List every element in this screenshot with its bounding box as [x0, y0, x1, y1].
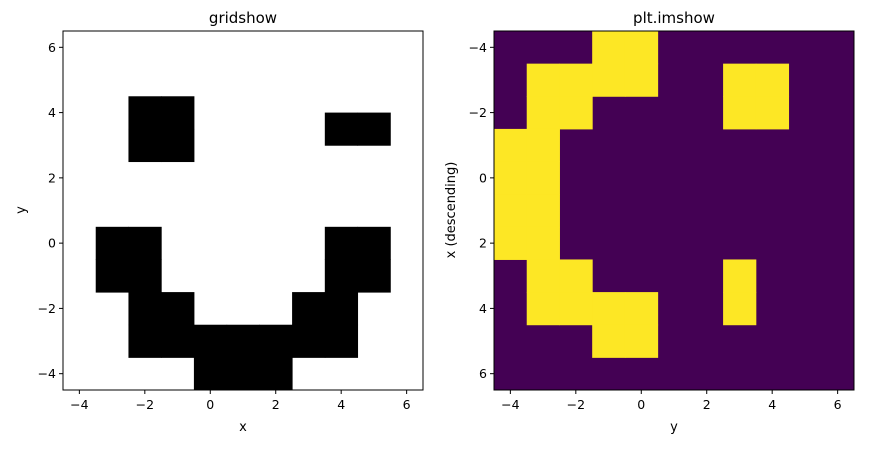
- filled-cell: [624, 292, 659, 326]
- y-tick-label: −4: [469, 40, 487, 55]
- filled-cell: [526, 63, 560, 97]
- imshow-frame: [493, 30, 855, 391]
- filled-cell: [526, 128, 560, 163]
- filled-cell: [723, 63, 757, 97]
- x-tick-label: 4: [337, 397, 345, 412]
- filled-cell: [259, 357, 293, 391]
- filled-cell: [592, 292, 626, 326]
- imshow-cells: [494, 31, 854, 390]
- filled-cell: [723, 96, 757, 130]
- filled-cell: [95, 226, 129, 260]
- imshow-x-ticks: −4 −2 0 2 4 6: [501, 390, 842, 412]
- filled-cell: [592, 324, 626, 358]
- y-tick-label: 4: [479, 301, 487, 316]
- filled-cell: [526, 259, 560, 293]
- y-tick-label: 6: [48, 40, 56, 55]
- y-tick-label: 0: [479, 170, 487, 185]
- filled-cell: [559, 259, 593, 293]
- filled-cell: [193, 324, 228, 358]
- filled-cell: [357, 259, 391, 293]
- x-tick-label: 0: [637, 397, 645, 412]
- filled-cell: [292, 324, 326, 358]
- x-tick-label: 0: [206, 397, 214, 412]
- filled-cell: [324, 112, 359, 146]
- filled-cell: [723, 259, 757, 293]
- filled-cell: [324, 292, 359, 326]
- filled-cell: [755, 63, 790, 97]
- x-tick-label: 4: [768, 397, 776, 412]
- gridshow-panel: −4 −2 0 2 4 6 −4 −2 0 2 4 6 gridshow x y: [14, 9, 424, 435]
- x-tick-label: 2: [703, 397, 711, 412]
- gridshow-title: gridshow: [209, 9, 277, 27]
- filled-cell: [494, 194, 528, 228]
- filled-cell: [723, 292, 757, 326]
- filled-cell: [624, 324, 659, 358]
- filled-cell: [128, 324, 162, 358]
- filled-cell: [494, 128, 528, 163]
- filled-cell: [226, 357, 260, 391]
- filled-cell: [526, 161, 560, 195]
- filled-cell: [592, 63, 626, 97]
- filled-cell: [259, 324, 293, 358]
- imshow-panel: −4 −2 0 2 4 6 −4 −2 0 2 4 6 plt.imshow y x (descen…: [444, 9, 855, 435]
- filled-cell: [128, 292, 162, 326]
- filled-cell: [292, 292, 326, 326]
- y-tick-label: 4: [48, 105, 56, 120]
- imshow-title: plt.imshow: [633, 9, 715, 27]
- filled-cell: [128, 226, 162, 260]
- filled-cell: [161, 96, 195, 130]
- gridshow-x-label: x: [239, 420, 247, 435]
- y-tick-label: −2: [38, 301, 56, 316]
- filled-cell: [324, 226, 359, 260]
- filled-cell: [324, 259, 359, 293]
- filled-cell: [193, 357, 228, 391]
- filled-cell: [526, 96, 560, 130]
- x-tick-label: 6: [403, 397, 411, 412]
- filled-cell: [624, 31, 659, 65]
- filled-cell: [526, 194, 560, 228]
- x-tick-label: 6: [834, 397, 842, 412]
- imshow-x-label: y: [670, 420, 678, 435]
- gridshow-frame: [62, 30, 424, 391]
- filled-cell: [324, 324, 359, 358]
- x-tick-label: −2: [567, 397, 585, 412]
- gridshow-y-label: y: [14, 206, 29, 214]
- filled-cell: [526, 226, 560, 260]
- y-tick-label: −4: [38, 366, 56, 381]
- gridshow-x-ticks: −4 −2 0 2 4 6: [70, 390, 411, 412]
- filled-cell: [357, 112, 391, 146]
- y-tick-label: 0: [48, 236, 56, 251]
- filled-cell: [226, 324, 260, 358]
- filled-cell: [494, 226, 528, 260]
- filled-cell: [357, 226, 391, 260]
- filled-cell: [128, 128, 162, 163]
- filled-cell: [755, 96, 790, 130]
- y-tick-label: 2: [479, 236, 487, 251]
- filled-cell: [161, 128, 195, 163]
- imshow-y-label: x (descending): [444, 162, 459, 259]
- gridshow-y-ticks: −4 −2 0 2 4 6: [38, 40, 63, 381]
- filled-cell: [624, 63, 659, 97]
- filled-cell: [161, 324, 195, 358]
- y-tick-label: 6: [479, 366, 487, 381]
- filled-cell: [559, 63, 593, 97]
- filled-cell: [128, 259, 162, 293]
- filled-cell: [494, 161, 528, 195]
- y-tick-label: −2: [469, 105, 487, 120]
- filled-cell: [128, 96, 162, 130]
- x-tick-label: −2: [136, 397, 154, 412]
- imshow-y-ticks: −4 −2 0 2 4 6: [469, 40, 494, 381]
- filled-cell: [559, 292, 593, 326]
- y-tick-label: 2: [48, 170, 56, 185]
- filled-cell: [592, 31, 626, 65]
- filled-cell: [95, 259, 129, 293]
- gridshow-cells: [63, 31, 423, 391]
- filled-cell: [526, 292, 560, 326]
- x-tick-label: −4: [501, 397, 519, 412]
- filled-cell: [161, 292, 195, 326]
- x-tick-label: −4: [70, 397, 88, 412]
- x-tick-label: 2: [272, 397, 280, 412]
- filled-cell: [559, 96, 593, 130]
